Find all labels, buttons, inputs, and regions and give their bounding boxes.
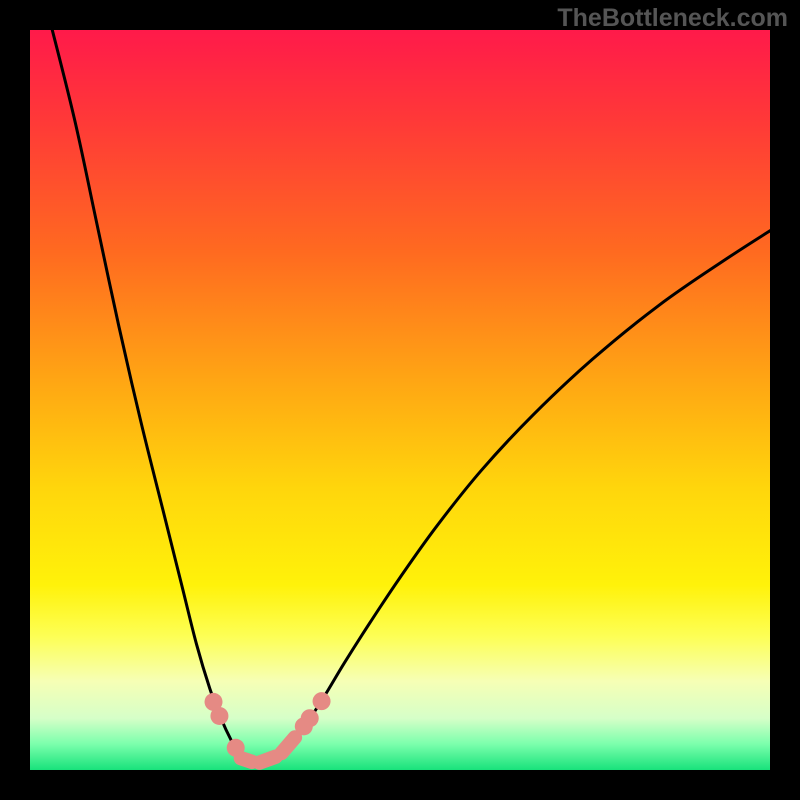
chart-stage: TheBottleneck.com <box>0 0 800 800</box>
heat-gradient-background <box>30 30 770 770</box>
data-marker <box>253 757 265 769</box>
data-marker <box>235 752 247 764</box>
data-marker <box>210 707 228 725</box>
data-marker <box>313 692 331 710</box>
attribution-label: TheBottleneck.com <box>557 4 788 33</box>
data-marker <box>276 747 288 759</box>
bottleneck-curve-chart <box>30 30 770 770</box>
data-marker <box>301 709 319 727</box>
